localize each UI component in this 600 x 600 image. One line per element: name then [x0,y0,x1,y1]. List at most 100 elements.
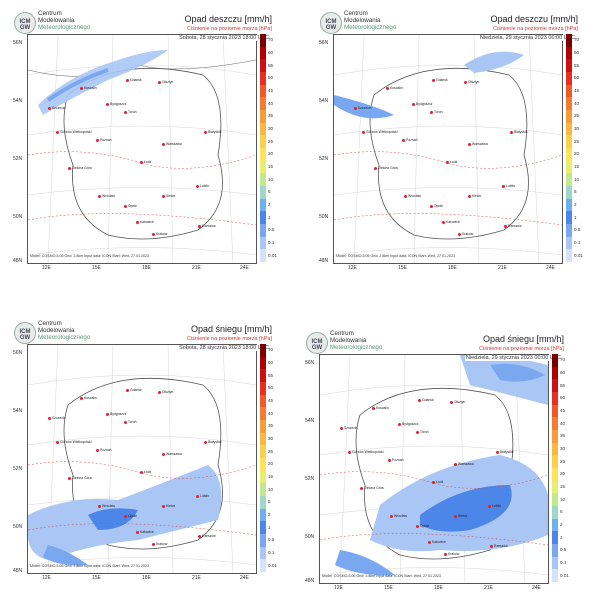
city-label: Opole [128,204,138,208]
model-footer: Model: COSMO-5.05 Grid: 2.8km Input data… [322,574,441,578]
colorbar-swatch [566,211,572,224]
colorbar-label: 0.01 [268,562,277,568]
colorbar-label: 15 [268,474,274,479]
colorbar-label: 30 [268,126,274,131]
city-marker [106,103,109,106]
city-label: Katowice [432,540,446,544]
city-label: Olsztyn [162,390,174,394]
city-marker [458,233,461,236]
lat-label: 50N [305,534,315,540]
lon-label: 15E [398,265,407,271]
city-marker [398,423,401,426]
colorbar-swatch [260,135,266,148]
city-label: Szczecin [52,416,66,420]
colorbar-label: 40 [268,410,274,416]
city-marker [68,477,71,480]
city-label: Kielce [166,194,176,198]
city-marker [68,167,71,170]
lon-label: 18E [142,575,151,581]
icm-logo: ICM GW Centrum Modelowania Meteorologicz… [320,10,410,36]
city-label: Gdańsk [436,78,448,82]
colorbar-swatch [566,249,572,262]
city-label: Toruń [128,110,137,114]
logo-line-2: Modelowania [344,17,381,24]
map-area: Gdańsk Olsztyn Koszalin Bydgoszcz Toruń Szcze… [27,344,257,574]
colorbar-swatch [552,379,558,392]
poland-border [369,67,529,240]
colorbar [260,344,266,572]
colorbar-swatch [260,122,266,136]
city-marker [124,205,127,208]
colorbar-swatch [566,109,572,123]
colorbar-label: 1 [574,214,577,220]
colorbar-label: 0.1 [574,240,581,245]
lon-label: 12E [42,265,51,271]
logo-line-2: Modelowania [38,17,75,24]
colorbar-label: 2 [560,522,563,527]
colorbar-swatch [552,404,558,418]
city-marker [348,451,351,454]
city-label: Lublin [200,494,210,498]
colorbar-label: 25 [268,448,274,454]
city-marker [124,111,127,114]
lon-label: 24E [240,265,249,271]
colorbar-label: 35 [268,423,274,429]
lat-label: 50N [13,524,23,530]
map-title: Opad śniegu [mm/h] [190,324,272,334]
colorbar-label: 5 [574,189,577,195]
city-marker [504,225,507,228]
colorbar-swatch [260,407,266,420]
logo-line-1: Centrum [344,10,368,17]
icm-logo: ICM GW Centrum Modelowania Meteorologicz… [306,330,396,356]
precip-area [38,50,168,115]
lat-label: 48N [13,258,23,264]
city-marker [162,505,165,508]
city-marker [432,481,435,484]
lon-label: 18E [448,265,457,271]
city-marker [490,545,493,548]
colorbar-label: 70 [574,37,580,43]
colorbar-label: 0.5 [560,547,567,553]
logo-line-1: Centrum [330,330,354,337]
city-marker [196,495,199,498]
colorbar-swatch [566,59,572,72]
colorbar-swatch [552,391,558,405]
colorbar-swatch [260,521,266,534]
colorbar-label: 5 [268,189,271,195]
lon-label: 24E [532,585,541,591]
colorbar-label: 10 [268,486,274,492]
colorbar-swatch [260,419,266,433]
colorbar-label: 0.01 [560,572,569,578]
city-marker [152,233,155,236]
lon-label: 12E [348,265,357,271]
colorbar-label: 0.5 [574,227,581,233]
lon-label: 24E [240,575,249,581]
city-label: Gorzów Wielkopolski [60,440,92,444]
city-marker [374,167,377,170]
colorbar-swatch [260,432,266,446]
colorbar-label: 25 [560,458,566,464]
colorbar-labels: 70 60 55 50 45 40 35 30 25 20 15 10 5 2 1 0.5 0.1 0.01 [574,34,590,262]
city-marker [418,399,421,402]
precip-area [88,508,138,530]
city-label: Łódź [144,470,152,474]
map-svg [28,345,256,573]
colorbar-label: 60 [268,360,274,365]
city-marker [158,81,161,84]
poland-border [63,67,223,240]
map-title: Opad deszczu [mm/h] [184,14,272,24]
colorbar-label: 30 [560,446,566,451]
colorbar-swatch [260,59,266,72]
colorbar-label: 2 [268,202,271,207]
colorbar-label: 60 [268,50,274,55]
colorbar-label: 40 [268,100,274,106]
logo-emblem: ICM GW [14,12,36,34]
colorbar-swatch [566,236,572,250]
city-marker [454,515,457,518]
colorbar [566,34,572,262]
colorbar-swatch [260,34,266,47]
lon-label: 21E [192,575,201,581]
city-label: Gorzów Wielkopolski [366,130,398,134]
colorbar-swatch [552,531,558,544]
colorbar-label: 0.1 [268,240,275,245]
